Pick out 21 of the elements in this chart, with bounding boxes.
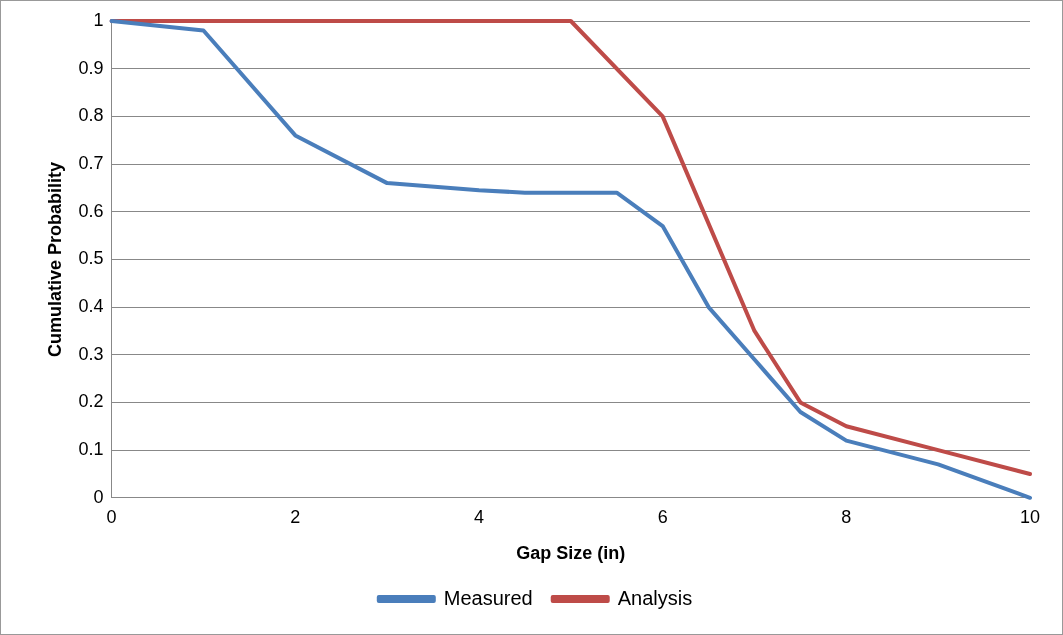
legend-label: Analysis bbox=[617, 586, 693, 609]
y-tick-label: 0.4 bbox=[78, 296, 104, 317]
x-tick-label: 6 bbox=[657, 506, 668, 527]
x-tick-label: 2 bbox=[290, 506, 301, 527]
y-tick-label: 0.5 bbox=[78, 248, 104, 269]
x-axis-title: Gap Size (in) bbox=[516, 543, 626, 564]
y-axis-title: Cumulative Probability bbox=[44, 161, 65, 357]
y-tick-label: 0.3 bbox=[78, 343, 104, 364]
x-tick-label: 10 bbox=[1019, 506, 1041, 527]
y-tick-label: 0.7 bbox=[78, 153, 104, 174]
y-tick-label: 0.9 bbox=[78, 57, 104, 78]
y-tick-label: 0.6 bbox=[78, 200, 104, 221]
x-tick-label: 0 bbox=[106, 506, 117, 527]
legend-label: Measured bbox=[443, 586, 533, 609]
y-tick-label: 0.1 bbox=[78, 439, 104, 460]
y-tick-label: 0.8 bbox=[78, 105, 104, 126]
y-tick-label: 1 bbox=[93, 9, 104, 30]
y-tick-label: 0.2 bbox=[78, 391, 104, 412]
y-tick-label: 0 bbox=[93, 486, 104, 507]
x-tick-label: 4 bbox=[473, 506, 484, 527]
x-tick-label: 8 bbox=[841, 506, 852, 527]
